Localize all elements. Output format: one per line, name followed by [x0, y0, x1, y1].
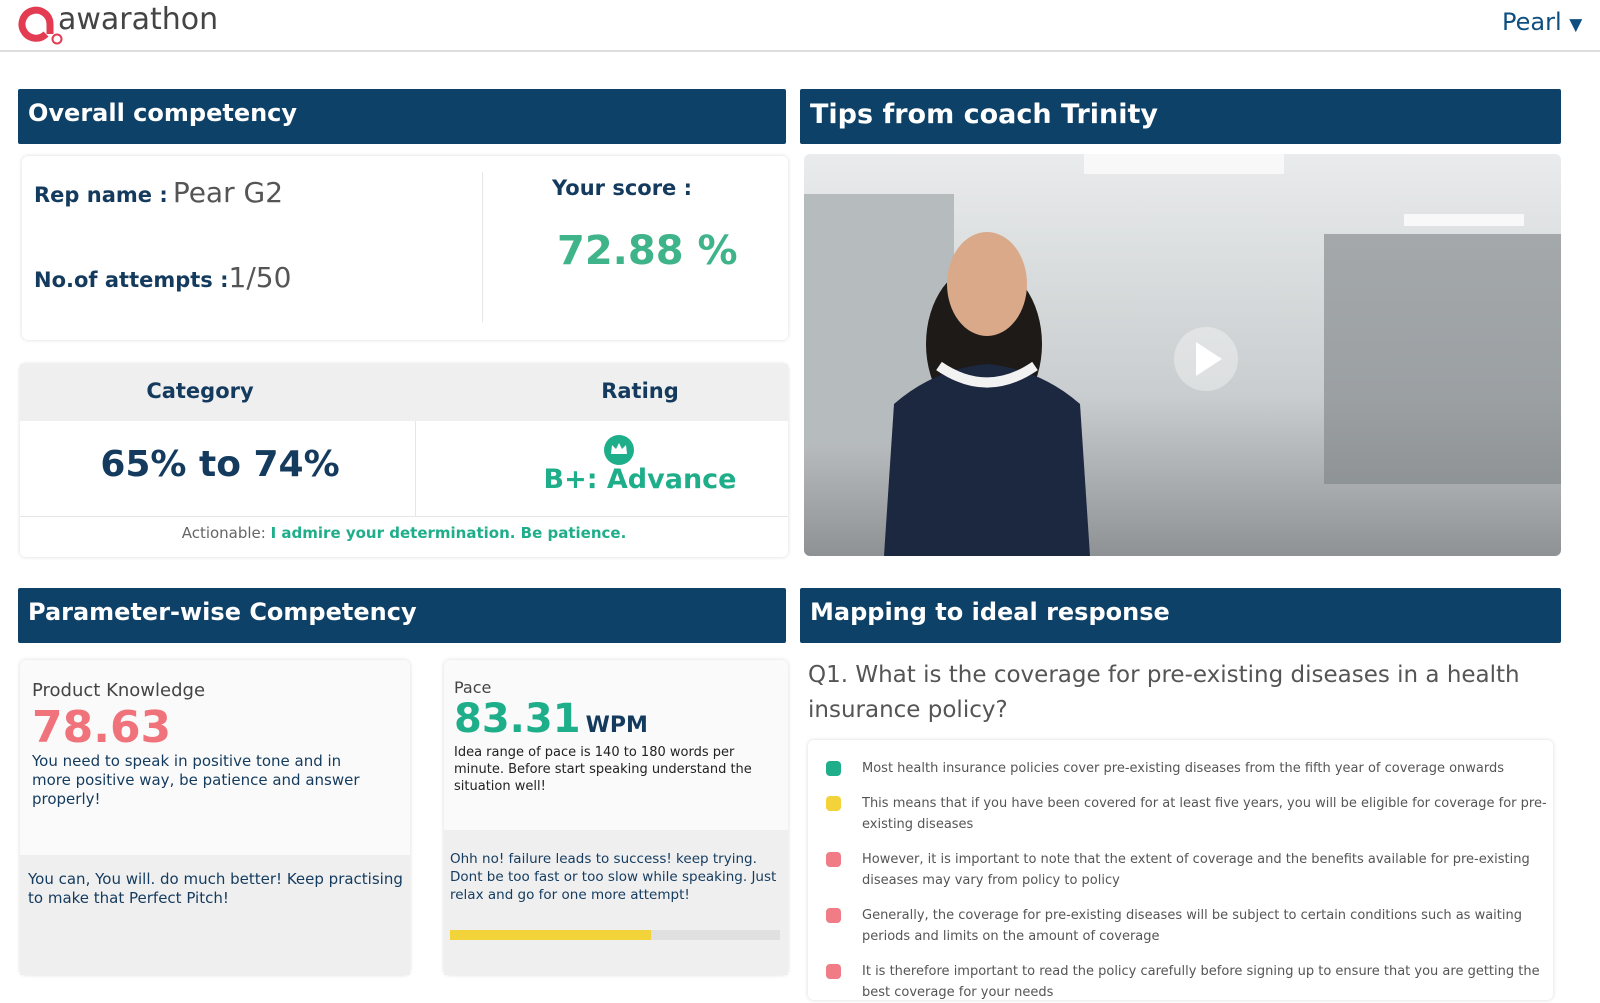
- parameter-note: You need to speak in positive tone and i…: [32, 752, 360, 808]
- section-title: Tips from coach Trinity: [800, 89, 1561, 144]
- section-title: Overall competency: [18, 89, 786, 144]
- parameter-score-row: 83.31 WPM: [454, 696, 648, 742]
- parameter-name: Product Knowledge: [32, 680, 206, 701]
- category-header: Category: [146, 379, 254, 403]
- attempts-row: No.of attempts :1/50: [34, 261, 291, 294]
- status-icon: [826, 761, 841, 776]
- divider: [482, 172, 483, 322]
- parameter-card: Product Knowledge 78.63 You need to spea…: [20, 660, 410, 975]
- score-label: Your score :: [552, 176, 693, 200]
- rating-header: Rating: [601, 379, 679, 403]
- response-list: Most health insurance policies cover pre…: [808, 740, 1553, 1000]
- section-title: Parameter-wise Competency: [18, 588, 786, 643]
- play-icon: [1196, 342, 1222, 376]
- parameter-score: 78.63: [32, 702, 172, 753]
- status-icon: [826, 964, 841, 979]
- brand: awarathon: [58, 2, 219, 37]
- actionable-label: Actionable:: [181, 524, 266, 542]
- rep-name: Pear G2: [172, 176, 284, 209]
- response-item: Generally, the coverage for pre-existing…: [808, 905, 1553, 947]
- parameter-feedback: You can, You will. do much better! Keep …: [28, 870, 403, 907]
- response-item: This means that if you have been covered…: [808, 793, 1553, 835]
- crown-icon: [604, 435, 634, 465]
- progress-fill: [450, 930, 652, 940]
- rep-card: Rep name : Pear G2 No.of attempts :1/50 …: [22, 156, 788, 340]
- rating-card: Category Rating 65% to 74% B+: Advance A…: [20, 364, 788, 557]
- response-item: It is therefore important to read the po…: [808, 961, 1553, 1003]
- question: Q1. What is the coverage for pre-existin…: [808, 662, 1520, 723]
- response-text: This means that if you have been covered…: [862, 796, 1547, 832]
- feedback-box: [20, 855, 410, 975]
- divider: [20, 516, 788, 517]
- category: 65% to 74%: [100, 444, 340, 485]
- actionable-row: Actionable: I admire your determination.…: [20, 524, 788, 542]
- parameter-feedback: Ohh no! failure leads to success! keep t…: [450, 851, 777, 903]
- parameter-unit: WPM: [585, 713, 648, 738]
- response-text: Generally, the coverage for pre-existing…: [862, 908, 1522, 944]
- user-menu[interactable]: Pearl ▼: [1502, 8, 1582, 36]
- response-text: Most health insurance policies cover pre…: [862, 761, 1505, 776]
- score: 72.88 %: [557, 228, 738, 274]
- logo-icon: [18, 6, 63, 45]
- rating: B+: Advance: [543, 464, 737, 495]
- parameter-card: Pace 83.31 WPM Idea range of pace is 140…: [444, 660, 788, 975]
- parameter-score: 83.31: [454, 696, 581, 742]
- attempts: 1/50: [228, 261, 292, 294]
- coach-video[interactable]: [804, 154, 1561, 556]
- user-name: Pearl: [1502, 8, 1562, 36]
- rep-label: Rep name :: [34, 183, 168, 207]
- rep-row: Rep name : Pear G2: [34, 176, 283, 209]
- status-icon: [826, 908, 841, 923]
- response-text: However, it is important to note that th…: [862, 852, 1530, 888]
- progress-track: [450, 930, 780, 940]
- response-item: Most health insurance policies cover pre…: [808, 758, 1553, 779]
- header: awarathon Pearl ▼: [0, 0, 1600, 52]
- parameter-name: Pace: [454, 678, 492, 697]
- actionable: I admire your determination. Be patience…: [270, 524, 627, 542]
- dropdown-arrow: ▼: [1569, 15, 1583, 35]
- response-item: However, it is important to note that th…: [808, 849, 1553, 891]
- attempts-label: No.of attempts :: [34, 268, 229, 292]
- section-title: Mapping to ideal response: [800, 588, 1561, 643]
- feedback-box: [444, 830, 788, 975]
- status-icon: [826, 852, 841, 867]
- parameter-note: Idea range of pace is 140 to 180 words p…: [454, 745, 752, 794]
- status-icon: [826, 796, 841, 811]
- divider: [415, 421, 416, 517]
- response-text: It is therefore important to read the po…: [862, 964, 1540, 1000]
- table-header: [20, 364, 788, 421]
